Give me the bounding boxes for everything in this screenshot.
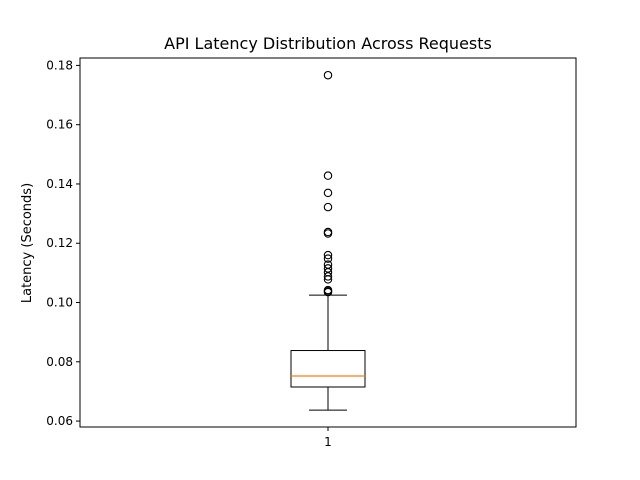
- y-tick-label: 0.08: [46, 355, 73, 369]
- y-tick-label: 0.18: [46, 58, 73, 72]
- y-axis-label: Latency (Seconds): [20, 183, 35, 303]
- y-tick-label: 0.06: [46, 414, 73, 428]
- chart-title: API Latency Distribution Across Requests: [164, 34, 492, 53]
- outlier-point: [323, 250, 333, 260]
- outlier-point: [323, 272, 333, 281]
- outlier-point: [323, 70, 333, 80]
- x-tick-label: 1: [324, 435, 332, 449]
- outlier-point: [323, 285, 333, 295]
- outlier-point: [323, 171, 333, 180]
- y-tick-label: 0.12: [46, 236, 73, 250]
- outlier-point: [323, 202, 333, 212]
- outlier-point: [323, 254, 333, 263]
- outlier-point: [323, 188, 333, 198]
- y-tick-label: 0.14: [46, 177, 73, 191]
- outlier-point: [323, 264, 333, 273]
- y-tick-label: 0.16: [46, 118, 73, 132]
- plot-frame: [79, 57, 577, 428]
- outlier-point: [323, 260, 333, 269]
- outlier-point: [323, 227, 333, 237]
- box-iqr: [290, 350, 366, 388]
- plot-area: 0.06 0.08 0.10 0.12 0.14 0.16 0.18 1: [46, 57, 577, 449]
- y-tick-label: 0.10: [46, 296, 73, 310]
